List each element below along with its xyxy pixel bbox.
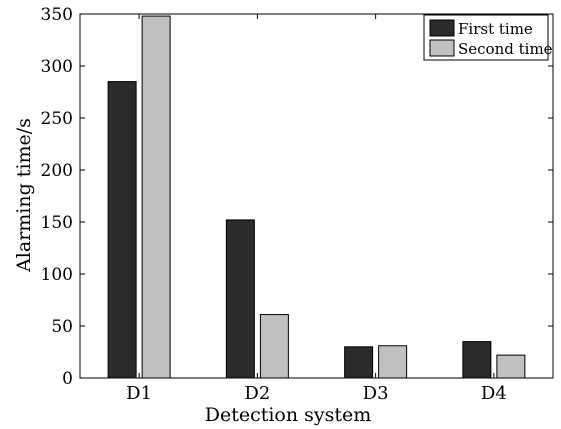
x-tick-label: D4 xyxy=(481,383,507,404)
legend-swatch-first-time xyxy=(429,19,455,37)
y-tick-label: 150 xyxy=(41,213,73,233)
y-tick-label: 0 xyxy=(62,369,73,389)
y-tick-label: 250 xyxy=(41,109,73,129)
bars xyxy=(107,15,526,379)
bar-second-time-d1 xyxy=(141,15,171,379)
legend-label-first-time: First time xyxy=(458,20,533,38)
x-axis-label: Detection system xyxy=(205,404,372,426)
bar-first-time-d4 xyxy=(462,341,492,379)
bar-first-time-d1 xyxy=(107,81,137,379)
y-tick-label: 100 xyxy=(41,265,73,285)
bar-second-time-d4 xyxy=(496,354,526,379)
bar-first-time-d2 xyxy=(225,219,255,379)
bar-first-time-d3 xyxy=(344,346,374,379)
legend: First time Second time xyxy=(423,14,553,61)
x-tick-label: D2 xyxy=(244,383,270,404)
plot-frame xyxy=(79,13,554,379)
legend-label-second-time: Second time xyxy=(458,40,553,58)
y-tick-label: 300 xyxy=(41,57,73,77)
bar-second-time-d2 xyxy=(259,314,289,379)
y-tick-label: 200 xyxy=(41,161,73,181)
y-axis-label: Alarming time/s xyxy=(13,118,35,273)
y-tick-label: 350 xyxy=(41,5,73,25)
bar-second-time-d3 xyxy=(378,345,408,379)
x-tick-label: D3 xyxy=(363,383,389,404)
x-tick-label: D1 xyxy=(126,383,152,404)
legend-swatch-second-time xyxy=(429,39,455,57)
y-tick-label: 50 xyxy=(51,317,73,337)
y-axis-ticks: 0 50 100 150 200 250 300 350 xyxy=(41,5,553,389)
x-axis-ticks: D1 D2 D3 D4 xyxy=(126,14,507,404)
